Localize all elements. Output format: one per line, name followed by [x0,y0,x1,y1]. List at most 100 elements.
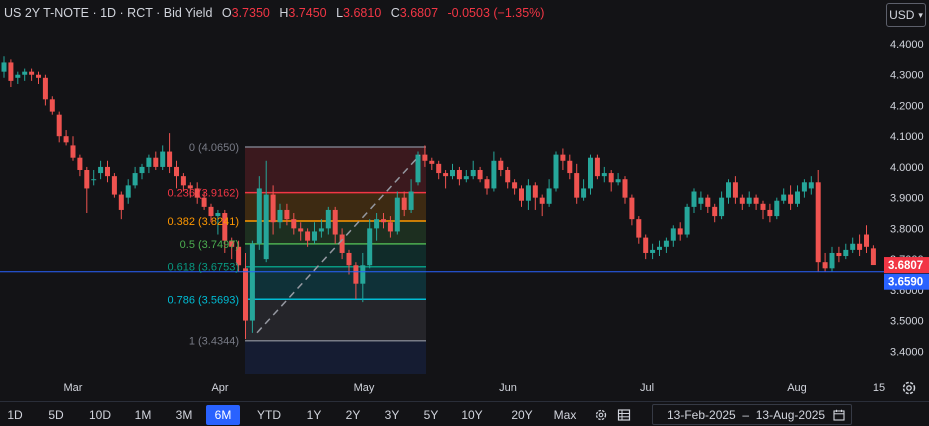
candle[interactable] [415,151,421,186]
settings-gear-icon[interactable] [592,405,610,425]
candle[interactable] [160,145,166,170]
candle[interactable] [539,194,545,217]
range-button-5d[interactable]: 5D [48,408,64,422]
candle[interactable] [374,213,380,241]
candle[interactable] [677,222,683,241]
candle[interactable] [22,68,28,81]
candle[interactable] [298,222,304,241]
chart-settings-gear-icon[interactable] [900,379,918,397]
candle[interactable] [519,185,524,207]
candle[interactable] [318,219,324,238]
candle[interactable] [567,154,573,180]
candle[interactable] [229,237,235,260]
candle[interactable] [532,182,538,210]
range-button-1d[interactable]: 1D [7,408,23,422]
candle[interactable] [560,148,566,170]
candle[interactable] [746,191,752,207]
candle[interactable] [325,206,331,235]
candle[interactable] [8,59,14,88]
candle[interactable] [243,252,248,340]
candle[interactable] [553,151,559,192]
candle[interactable] [174,160,179,189]
candle[interactable] [305,228,311,247]
candle[interactable] [615,173,621,186]
candle[interactable] [788,185,794,210]
candle[interactable] [629,194,635,226]
candle[interactable] [864,225,869,253]
candle[interactable] [77,154,83,177]
price-axis[interactable] [884,0,929,374]
candle[interactable] [277,203,283,229]
candle[interactable] [429,157,435,170]
candle[interactable] [208,203,214,223]
candle[interactable] [781,188,787,204]
candle[interactable] [608,169,614,192]
candle[interactable] [236,240,242,272]
compare-table-icon[interactable] [615,405,633,425]
candle[interactable] [719,191,725,220]
candle[interactable] [332,206,338,244]
candle[interactable] [456,166,462,186]
candle[interactable] [705,194,711,214]
candle[interactable] [512,179,518,195]
candle[interactable] [663,237,669,253]
candle[interactable] [1,56,7,78]
candle[interactable] [29,68,35,81]
candle[interactable] [505,166,511,189]
range-button-1y[interactable]: 1Y [306,408,322,422]
candle[interactable] [146,154,152,174]
candle[interactable] [263,160,269,263]
candle[interactable] [850,237,856,253]
fib-trend-line[interactable] [256,154,421,334]
candle[interactable] [588,154,593,195]
candle[interactable] [843,243,849,260]
candle[interactable] [601,166,607,183]
candle[interactable] [650,243,656,260]
candle[interactable] [201,191,207,210]
candle[interactable] [70,136,76,161]
candle[interactable] [801,179,807,198]
candle[interactable] [270,185,276,235]
candle[interactable] [870,245,876,266]
currency-selector[interactable]: USD ▾ [886,3,926,27]
candle[interactable] [42,74,48,106]
candle[interactable] [636,216,642,244]
candle[interactable] [132,166,138,189]
candle[interactable] [470,160,476,180]
candle[interactable] [594,154,600,180]
candle[interactable] [525,179,531,210]
range-button-5y[interactable]: 5Y [423,408,439,422]
candle[interactable] [450,163,455,180]
candle[interactable] [387,216,393,238]
candle[interactable] [581,179,587,201]
candle[interactable] [443,169,449,189]
candle[interactable] [167,133,173,174]
candle[interactable] [808,176,814,195]
candle[interactable] [381,213,386,229]
candle[interactable] [767,203,773,223]
candle[interactable] [760,200,766,220]
symbol-title[interactable]: US 2Y T-NOTE · 1D · RCT · Bid Yield [4,6,213,20]
candle[interactable] [836,246,842,263]
candle[interactable] [422,145,428,167]
date-range-picker[interactable]: 13-Feb-2025 – 13-Aug-2025 [652,404,852,425]
candle[interactable] [63,130,69,146]
range-button-max[interactable]: Max [553,408,577,422]
candle[interactable] [774,197,780,220]
candle[interactable] [187,182,193,198]
candle[interactable] [153,151,159,170]
candle[interactable] [732,176,738,204]
candle[interactable] [739,194,745,210]
candle[interactable] [712,203,718,223]
candle[interactable] [691,188,697,214]
candle[interactable] [56,111,62,143]
candle[interactable] [822,252,828,272]
candle[interactable] [346,249,352,275]
candle[interactable] [312,222,317,244]
range-button-2y[interactable]: 2Y [345,408,361,422]
candle[interactable] [670,225,676,247]
candle[interactable] [657,240,662,257]
candle[interactable] [91,169,97,186]
candle[interactable] [829,246,835,272]
candle[interactable] [857,234,863,257]
